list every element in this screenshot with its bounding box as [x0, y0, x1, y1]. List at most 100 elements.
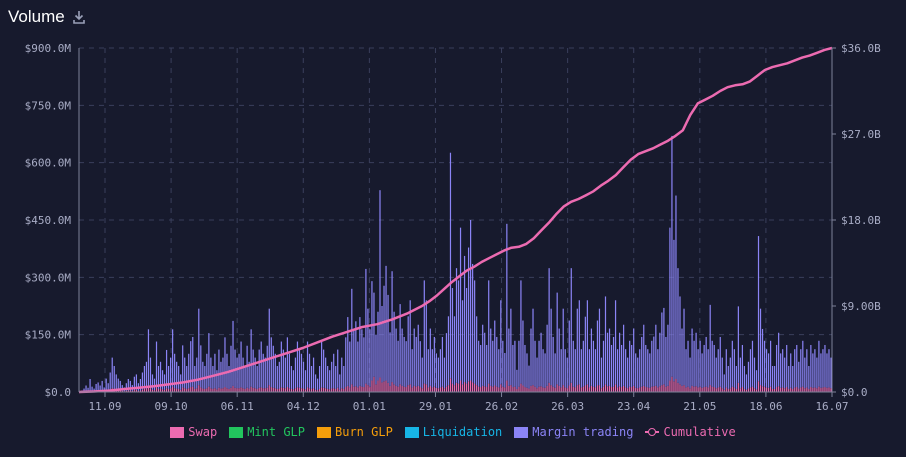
- bar-margin-trading: [739, 357, 741, 389]
- bar-swap: [282, 387, 284, 392]
- x-tick-label: 06.11: [221, 400, 254, 413]
- bar-margin-trading: [405, 341, 407, 388]
- bar-margin-trading: [115, 374, 117, 390]
- bar-swap: [631, 387, 633, 392]
- bar-margin-trading: [788, 366, 790, 389]
- bar-swap: [206, 388, 208, 392]
- bar-margin-trading: [242, 357, 244, 389]
- bar-margin-trading: [588, 349, 590, 388]
- bar-swap: [681, 385, 683, 392]
- bar-swap: [612, 386, 615, 392]
- bar-swap: [822, 387, 824, 392]
- bar-swap: [137, 390, 139, 392]
- bar-margin-trading: [790, 353, 792, 388]
- bar-margin-trading: [572, 340, 574, 387]
- legend-item-mint-glp[interactable]: Mint GLP: [229, 425, 305, 439]
- bar-swap: [566, 388, 568, 392]
- bar-swap: [830, 388, 832, 392]
- bar-margin-trading: [361, 329, 363, 387]
- bar-swap: [119, 390, 121, 392]
- bar-swap: [536, 388, 538, 392]
- bar-swap: [697, 387, 699, 392]
- bar-swap: [200, 387, 202, 392]
- bar-swap: [572, 386, 574, 392]
- bar-margin-trading: [145, 361, 148, 389]
- bar-margin-trading: [357, 341, 359, 388]
- bar-margin-trading: [427, 349, 429, 388]
- bar-swap: [459, 380, 462, 392]
- bar-margin-trading: [379, 190, 381, 378]
- bar-swap: [788, 388, 790, 392]
- bar-swap: [252, 387, 254, 392]
- bar-margin-trading: [403, 336, 405, 387]
- bar-swap: [467, 381, 470, 392]
- bar-swap: [582, 386, 584, 392]
- bar-swap: [828, 387, 830, 392]
- bar-margin-trading: [665, 336, 667, 387]
- legend-label-liquidation: Liquidation: [422, 425, 503, 439]
- bar-margin-trading: [647, 349, 649, 388]
- bar-margin-trading: [570, 268, 572, 383]
- bar-margin-trading: [494, 320, 496, 386]
- bar-swap: [443, 388, 446, 392]
- legend-item-burn-glp[interactable]: Burn GLP: [317, 425, 393, 439]
- bar-margin-trading: [566, 357, 568, 389]
- bar-swap: [439, 387, 442, 392]
- bar-margin-trading: [558, 328, 560, 386]
- bar-margin-trading: [206, 353, 208, 389]
- bar-swap: [363, 387, 365, 392]
- bar-margin-trading: [749, 349, 752, 388]
- bar-margin-trading: [172, 329, 174, 387]
- bar-margin-trading: [556, 292, 558, 385]
- bar-swap: [784, 388, 786, 392]
- bar-swap: [757, 381, 760, 392]
- legend-item-margin-trading[interactable]: Margin trading: [514, 425, 633, 439]
- bar-swap: [349, 387, 351, 392]
- bar-swap: [220, 388, 222, 392]
- bar-swap: [228, 388, 230, 392]
- bar-margin-trading: [580, 349, 582, 388]
- bar-swap: [649, 387, 651, 392]
- bar-swap: [157, 388, 160, 392]
- bar-swap: [407, 385, 409, 392]
- bar-swap: [333, 388, 335, 392]
- bar-swap: [796, 387, 798, 392]
- bar-margin-trading: [244, 366, 246, 389]
- bar-swap: [729, 388, 731, 392]
- bar-margin-trading: [774, 366, 776, 389]
- bar-swap: [264, 388, 266, 392]
- axes: $0.0 $150.0M $300.0M $450.0M $600.0M $750.0M $…: [25, 42, 881, 413]
- bar-margin-trading: [721, 357, 723, 389]
- bar-margin-trading: [371, 281, 373, 381]
- bar-margin-trading: [582, 340, 584, 387]
- legend-item-swap[interactable]: Swap: [170, 425, 217, 439]
- bar-swap: [794, 387, 796, 392]
- bar-margin-trading: [812, 353, 814, 388]
- bar-margin-trading: [679, 296, 681, 385]
- bar-swap: [318, 388, 321, 392]
- bar-swap: [399, 384, 401, 392]
- legend-label-swap: Swap: [188, 425, 218, 439]
- bar-margin-trading: [216, 370, 218, 390]
- bar-swap: [691, 385, 693, 392]
- bar-swap: [687, 386, 689, 392]
- legend-item-liquidation[interactable]: Liquidation: [404, 425, 503, 439]
- bar-swap: [226, 388, 228, 392]
- bar-margin-trading: [455, 268, 458, 383]
- bar-swap: [129, 390, 131, 392]
- download-icon[interactable]: [71, 9, 87, 25]
- bar-margin-trading: [536, 357, 538, 389]
- bar-margin-trading: [723, 374, 725, 390]
- bar-swap: [580, 387, 582, 392]
- chart-title: Volume: [8, 7, 65, 26]
- bar-margin-trading: [620, 344, 623, 388]
- bar-swap: [490, 385, 492, 392]
- legend-item-cumulative[interactable]: Cumulative: [645, 425, 736, 439]
- bar-margin-trading: [421, 357, 423, 389]
- bar-margin-trading: [763, 340, 766, 387]
- bar-swap: [244, 388, 246, 392]
- bar-margin-trading: [111, 357, 113, 389]
- bar-swap: [202, 388, 204, 392]
- bar-margin-trading: [830, 357, 832, 389]
- bar-margin-trading: [210, 357, 212, 389]
